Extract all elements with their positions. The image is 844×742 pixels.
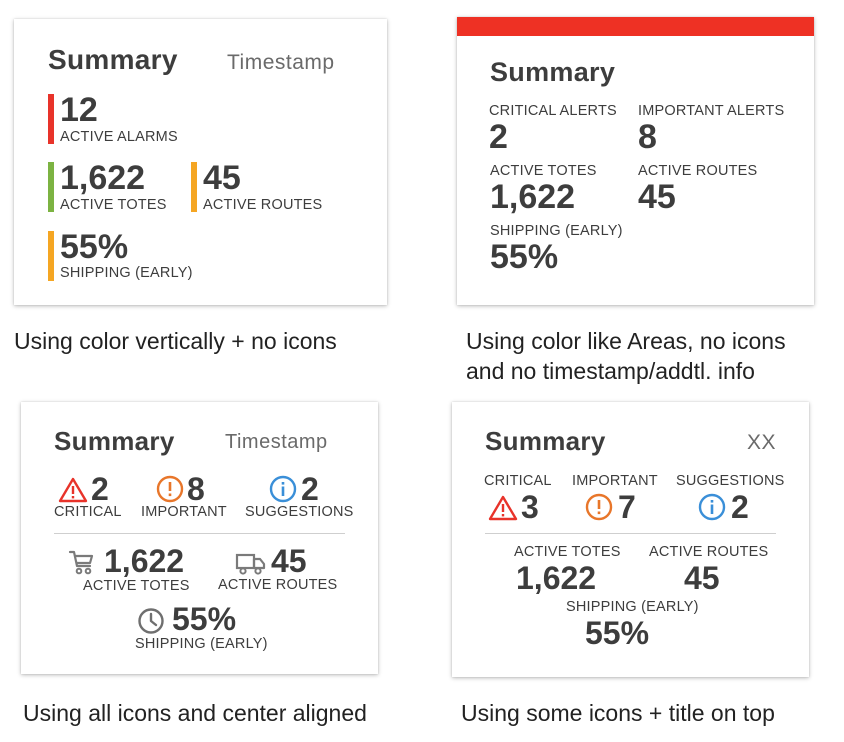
extra-info: XX [747, 431, 777, 454]
info-circle-icon [269, 475, 297, 503]
summary-card-vertical-color: Summary Timestamp 12 ACTIVE ALARMS 1,622… [14, 19, 387, 305]
critical-label: CRITICAL [484, 473, 552, 489]
active-alarms-label: ACTIVE ALARMS [60, 129, 178, 145]
routes-color-bar [191, 162, 197, 212]
active-totes-label: ACTIVE TOTES [60, 197, 167, 213]
card-title: Summary [490, 57, 616, 87]
summary-card-all-icons: Summary Timestamp 2 CRITICAL 8 IMPORTANT… [21, 402, 378, 674]
exclamation-circle-icon [585, 493, 613, 521]
card2-caption-line1: Using color like Areas, no icons [466, 328, 786, 354]
active-routes-label: ACTIVE ROUTES [638, 163, 758, 179]
active-routes-value: 45 [203, 159, 241, 197]
suggestions-label: SUGGESTIONS [676, 473, 785, 489]
warning-triangle-icon [58, 477, 88, 503]
important-alerts-label: IMPORTANT ALERTS [638, 103, 785, 119]
important-label: IMPORTANT [141, 504, 227, 520]
card-title: Summary [54, 426, 175, 456]
shipping-value: 55% [490, 238, 559, 276]
critical-value: 3 [521, 489, 539, 525]
alarm-color-bar [48, 94, 54, 144]
suggestions-label: SUGGESTIONS [245, 504, 354, 520]
timestamp: Timestamp [227, 51, 335, 74]
active-totes-value: 1,622 [60, 159, 146, 197]
critical-alerts-value: 2 [489, 118, 508, 156]
important-alerts-value: 8 [638, 118, 657, 156]
cart-icon [68, 548, 96, 576]
active-totes-value: 1,622 [490, 178, 576, 216]
critical-alerts-label: CRITICAL ALERTS [489, 103, 617, 119]
important-label: IMPORTANT [572, 473, 658, 489]
active-totes-label: ACTIVE TOTES [83, 578, 190, 594]
shipping-color-bar [48, 231, 54, 281]
active-routes-label: ACTIVE ROUTES [218, 577, 338, 593]
summary-card-some-icons: Summary XX CRITICAL 3 IMPORTANT 7 SUGGES… [452, 402, 809, 677]
important-value: 7 [618, 489, 636, 525]
shipping-label: SHIPPING (EARLY) [135, 636, 268, 652]
shipping-value: 55% [172, 601, 237, 637]
info-circle-icon [698, 493, 726, 521]
exclamation-circle-icon [156, 475, 184, 503]
suggestions-value: 2 [731, 489, 749, 525]
shipping-label: SHIPPING (EARLY) [490, 223, 623, 239]
clock-icon [137, 607, 165, 635]
card-title: Summary [48, 44, 178, 75]
active-routes-label: ACTIVE ROUTES [203, 197, 323, 213]
shipping-value: 55% [585, 615, 650, 651]
card-title: Summary [485, 426, 606, 456]
shipping-value: 55% [60, 228, 129, 266]
active-routes-label: ACTIVE ROUTES [649, 544, 769, 560]
card2-caption-line2: and no timestamp/addtl. info [466, 358, 755, 384]
divider [485, 533, 776, 534]
shipping-label: SHIPPING (EARLY) [60, 265, 193, 281]
suggestions-value: 2 [301, 471, 319, 507]
shipping-label: SHIPPING (EARLY) [566, 599, 699, 615]
truck-icon [235, 552, 267, 576]
divider [54, 533, 345, 534]
active-routes-value: 45 [684, 560, 720, 596]
active-totes-label: ACTIVE TOTES [514, 544, 621, 560]
totes-color-bar [48, 162, 54, 212]
active-alarms-value: 12 [60, 91, 98, 129]
important-value: 8 [187, 471, 205, 507]
active-totes-label: ACTIVE TOTES [490, 163, 597, 179]
top-color-band [457, 17, 814, 36]
active-totes-value: 1,622 [104, 543, 185, 579]
active-totes-value: 1,622 [516, 560, 597, 596]
warning-triangle-icon [488, 495, 518, 521]
active-routes-value: 45 [638, 178, 676, 216]
card3-caption: Using all icons and center aligned [23, 700, 367, 726]
card1-caption: Using color vertically + no icons [14, 328, 337, 354]
summary-card-area-color: Summary CRITICAL ALERTS 2 IMPORTANT ALER… [457, 17, 814, 305]
timestamp: Timestamp [225, 431, 328, 453]
critical-value: 2 [91, 471, 109, 507]
critical-label: CRITICAL [54, 504, 122, 520]
active-routes-value: 45 [271, 543, 307, 579]
card4-caption: Using some icons + title on top [461, 700, 775, 726]
